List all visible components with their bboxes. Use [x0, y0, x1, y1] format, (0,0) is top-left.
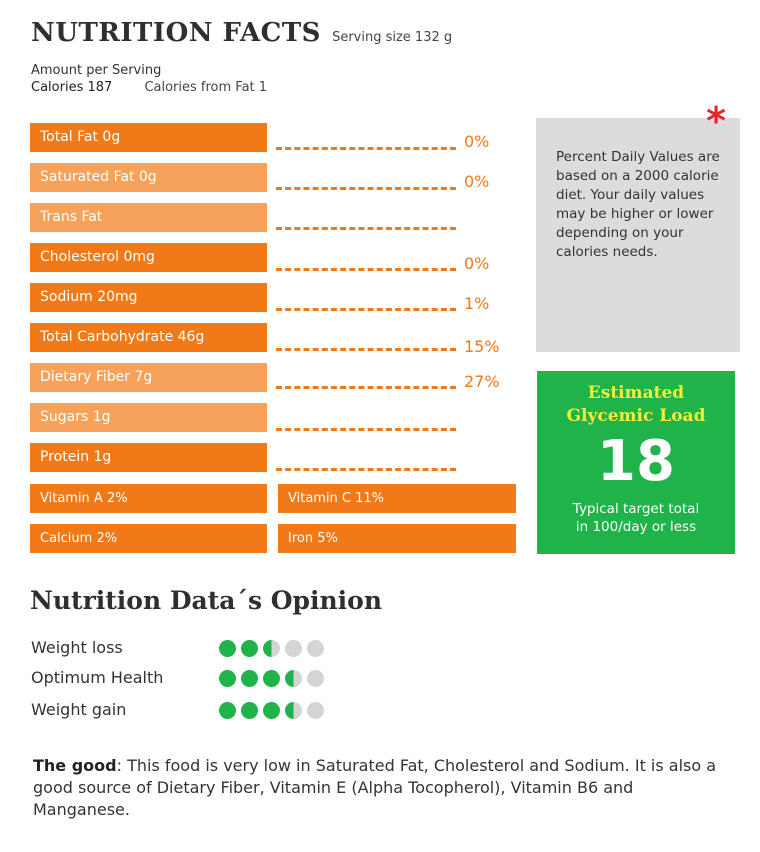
dotted-leader [276, 428, 456, 431]
glycemic-sub-1: Typical target total [572, 501, 700, 517]
opinion-title: Nutrition Data´s Opinion [30, 586, 383, 615]
daily-value-percent: 1% [464, 294, 490, 313]
rating-dot [285, 670, 302, 687]
dotted-leader [276, 147, 456, 150]
rating-dot [307, 702, 324, 719]
dotted-leader [276, 227, 456, 230]
rating-dot [307, 640, 324, 657]
calories-from-fat: Calories from Fat 1 [144, 80, 268, 95]
rating-dots [219, 702, 324, 719]
glycemic-sub-2: in 100/day or less [575, 519, 697, 535]
page-title: NUTRITION FACTS [31, 18, 321, 48]
nutrient-row: Total Fat 0g [30, 123, 267, 152]
nutrient-row: Saturated Fat 0g [30, 163, 267, 192]
iron: Iron 5% [278, 524, 516, 553]
vitamin-a: Vitamin A 2% [30, 484, 267, 513]
daily-value-percent: 0% [464, 172, 490, 191]
rating-dot [241, 640, 258, 657]
nutrient-row: Sugars 1g [30, 403, 267, 432]
dotted-leader [276, 386, 456, 389]
rating-dot [263, 702, 280, 719]
daily-value-note: * Percent Daily Values are based on a 20… [536, 102, 740, 352]
rating-dot [285, 702, 302, 719]
nutrient-row: Protein 1g [30, 443, 267, 472]
dotted-leader [276, 468, 456, 471]
dotted-leader [276, 308, 456, 311]
dotted-leader [276, 268, 456, 271]
daily-value-percent: 0% [464, 132, 490, 151]
nutrient-row: Dietary Fiber 7g [30, 363, 267, 392]
amount-per-serving: Amount per Serving Calories 187 Calories… [31, 62, 295, 96]
summary-bold: The good [33, 756, 117, 775]
glycemic-title-1: Estimated [587, 383, 685, 403]
opinion-label: Optimum Health [31, 668, 164, 687]
rating-dot [263, 640, 280, 657]
daily-value-percent: 0% [464, 254, 490, 273]
nutrient-row: Total Carbohydrate 46g [30, 323, 267, 352]
daily-value-percent: 27% [464, 372, 500, 391]
rating-dot [219, 670, 236, 687]
rating-dot [307, 670, 324, 687]
amount-label: Amount per Serving [31, 63, 162, 78]
nutrient-row: Trans Fat [30, 203, 267, 232]
serving-size: Serving size 132 g [332, 30, 453, 45]
vitamin-c: Vitamin C 11% [278, 484, 516, 513]
summary-body: : This food is very low in Saturated Fat… [33, 756, 717, 819]
glycemic-load-value: 18 [597, 429, 675, 494]
note-text: Percent Daily Values are based on a 2000… [556, 149, 720, 260]
nutrient-row: Sodium 20mg [30, 283, 267, 312]
calcium: Calcium 2% [30, 524, 267, 553]
nutrient-row: Cholesterol 0mg [30, 243, 267, 272]
rating-dots [219, 640, 324, 657]
asterisk-icon: * [706, 99, 726, 143]
calories: Calories 187 [31, 80, 113, 95]
opinion-label: Weight gain [31, 700, 127, 719]
opinion-label: Weight loss [31, 638, 123, 657]
glycemic-title-2: Glycemic Load [566, 406, 706, 426]
glycemic-load-box: Estimated Glycemic Load 18 Typical targe… [537, 371, 735, 554]
daily-value-percent: 15% [464, 337, 500, 356]
rating-dot [219, 702, 236, 719]
rating-dots [219, 670, 324, 687]
dotted-leader [276, 187, 456, 190]
header: NUTRITION FACTS Serving size 132 g [31, 18, 452, 48]
rating-dot [219, 640, 236, 657]
summary-text: The good: This food is very low in Satur… [33, 755, 733, 821]
dotted-leader [276, 348, 456, 351]
rating-dot [241, 702, 258, 719]
rating-dot [263, 670, 280, 687]
rating-dot [241, 670, 258, 687]
rating-dot [285, 640, 302, 657]
